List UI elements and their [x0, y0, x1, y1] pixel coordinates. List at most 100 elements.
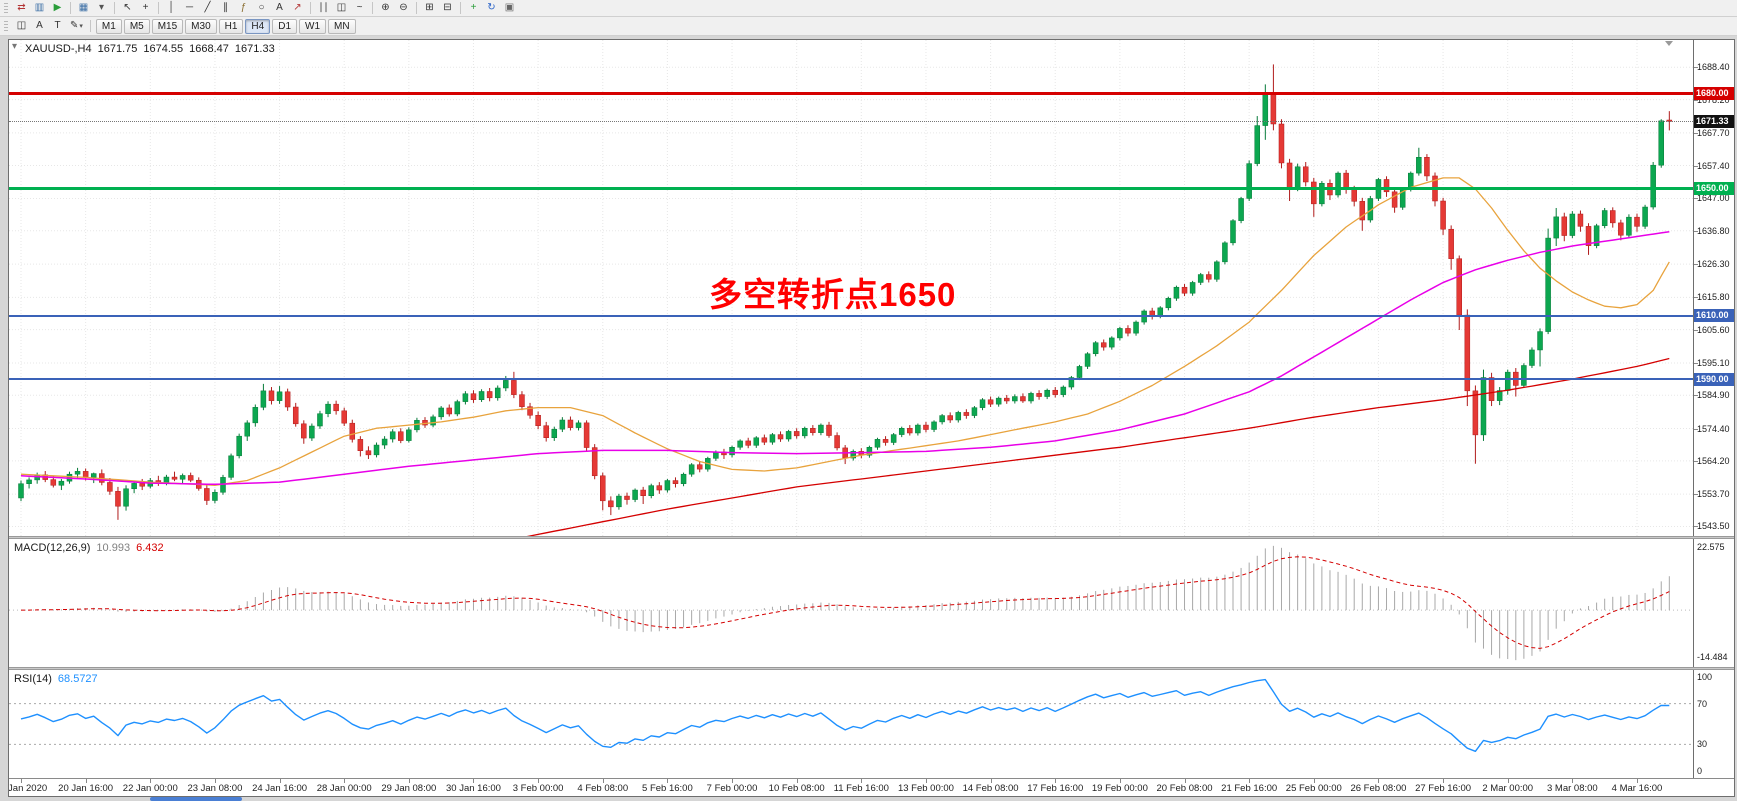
shapes-icon[interactable]: ○ — [253, 1, 270, 15]
price-axis[interactable]: 1688.401678.201667.701657.401647.001636.… — [1694, 40, 1734, 536]
arrow-marker-icon[interactable]: ↗ — [289, 1, 306, 15]
templates-icon[interactable]: ▣ — [501, 1, 518, 15]
candle — [301, 420, 307, 444]
zoom-in-icon[interactable]: ⊕ — [377, 1, 394, 15]
candle — [1125, 325, 1131, 337]
new-order-icon[interactable]: ⇄ — [13, 1, 30, 15]
annotation-text[interactable]: 多空转折点1650 — [709, 276, 957, 313]
horizontal-line-1650.00[interactable] — [9, 187, 1693, 191]
text-annotation-button[interactable]: A — [31, 19, 48, 33]
candle — [1456, 255, 1462, 330]
timeframe-h4[interactable]: H4 — [245, 18, 271, 34]
panel-separator[interactable] — [9, 536, 1734, 539]
candle — [745, 437, 751, 449]
one-click-trading-toggle[interactable]: ▾ — [12, 41, 18, 52]
cascade-windows-icon[interactable]: ⊟ — [439, 1, 456, 15]
toolbar-grip[interactable] — [4, 2, 8, 14]
macd-plot[interactable]: MACD(12,26,9) 10.993 6.432 — [9, 539, 1694, 667]
zoom-out-icon[interactable]: ⊖ — [395, 1, 412, 15]
candlestick-chart-icon[interactable]: ◫ — [333, 1, 350, 15]
candle — [422, 417, 428, 428]
price-axis-label: 1688.40 — [1697, 62, 1730, 73]
close-value: 1671.33 — [234, 43, 275, 55]
timeframe-d1[interactable]: D1 — [272, 18, 298, 34]
cursor-icon[interactable]: ↖ — [119, 1, 136, 15]
time-axis-label: 25 Feb 00:00 — [1285, 783, 1342, 794]
timeframe-h1[interactable]: H1 — [218, 18, 244, 34]
timeframe-m1[interactable]: M1 — [95, 18, 122, 34]
timeframe-m30[interactable]: M30 — [185, 18, 217, 34]
candle — [284, 388, 291, 411]
fibonacci-icon[interactable]: ƒ — [235, 1, 252, 15]
rsi-axis-label: 0 — [1697, 766, 1703, 776]
timeframe-m5[interactable]: M5 — [123, 18, 150, 34]
drawing-tools-dropdown[interactable]: ✎ ▾ — [67, 19, 86, 33]
candle — [1577, 210, 1584, 232]
chart-mode-icon[interactable]: ◫ — [13, 19, 30, 33]
candle — [1230, 219, 1236, 246]
candle — [244, 420, 250, 441]
chart-shift-marker[interactable] — [1665, 41, 1674, 46]
refresh-icon[interactable]: ↻ — [483, 1, 500, 15]
horizontal-line-1610.00[interactable] — [9, 314, 1693, 317]
main-toolbar: ⇄ ▥ ▶ ▦ ▾ ↖ + │ ─ ╱ ∥ ƒ ○ A ↗ ∣∣ ◫ ~ ⊕ ⊖ ⊞ ⊟ + ↻ ▣ — [0, 0, 1737, 17]
candle — [398, 428, 404, 444]
timeframe-w1[interactable]: W1 — [299, 18, 327, 34]
candle — [955, 410, 962, 423]
horizontal-line-1680.00[interactable] — [9, 92, 1693, 96]
indicators-icon[interactable]: + — [465, 1, 482, 15]
candle — [591, 444, 598, 480]
candle — [1206, 271, 1212, 283]
candle — [600, 472, 606, 511]
new-chart-icon[interactable]: ▦ — [75, 1, 92, 15]
toolbar-grip-2[interactable] — [4, 20, 8, 32]
timeframe-m15[interactable]: M15 — [151, 18, 184, 34]
trendline-icon[interactable]: ╱ — [199, 1, 216, 15]
macd-signal-value: 6.432 — [136, 542, 164, 554]
horizontal-line-1590.00[interactable] — [9, 378, 1693, 381]
profiles-icon[interactable]: ▾ — [93, 1, 110, 15]
scrollbar-thumb[interactable] — [150, 797, 242, 801]
horizontal-line-icon[interactable]: ─ — [181, 1, 198, 15]
tile-windows-icon[interactable]: ⊞ — [421, 1, 438, 15]
candle — [519, 391, 525, 411]
candle — [18, 480, 24, 502]
price-axis-label: 1605.60 — [1697, 324, 1730, 335]
text-tool-button[interactable]: T — [49, 19, 66, 33]
crosshair-icon[interactable]: + — [137, 1, 154, 15]
candle — [1448, 225, 1454, 270]
candle — [309, 423, 315, 441]
rsi-axis[interactable]: 100 70 30 0 — [1694, 670, 1734, 778]
price-chart-plot[interactable]: ▾ XAUUSD-,H4 1671.75 1674.55 1668.47 1671.33… — [9, 40, 1694, 536]
timeframe-mn[interactable]: MN — [328, 18, 356, 34]
candle — [179, 473, 186, 484]
time-axis-label: 22 Jan 00:00 — [122, 783, 178, 794]
vertical-line-icon[interactable]: │ — [163, 1, 180, 15]
text-label-icon[interactable]: A — [271, 1, 288, 15]
time-axis-label: 19 Feb 00:00 — [1091, 783, 1148, 794]
candle — [672, 477, 679, 488]
candle — [785, 429, 792, 442]
candle — [890, 432, 897, 446]
chevron-down-icon: ▾ — [79, 22, 83, 30]
macd-axis[interactable]: 22.575 -14.484 — [1694, 539, 1734, 667]
candle — [761, 434, 768, 446]
chart-window-icon[interactable]: ▥ — [31, 1, 48, 15]
rsi-plot[interactable]: RSI(14) 68.5727 — [9, 670, 1694, 778]
candle — [1181, 284, 1188, 297]
candle — [696, 461, 703, 473]
high-value: 1674.55 — [143, 43, 184, 55]
price-axis-label: 1553.70 — [1697, 489, 1730, 500]
line-chart-icon[interactable]: ~ — [351, 1, 368, 15]
horizontal-scrollbar[interactable] — [8, 797, 1733, 801]
bar-chart-icon[interactable]: ∣∣ — [315, 1, 332, 15]
channel-icon[interactable]: ∥ — [217, 1, 234, 15]
autotrading-icon[interactable]: ▶ — [49, 1, 66, 15]
time-axis-label: 5 Feb 16:00 — [642, 783, 693, 794]
candle — [381, 436, 388, 449]
time-axis[interactable]: 17 Jan 2020 20 Jan 16:00 22 Jan 00:00 23 Ja… — [9, 778, 1734, 796]
panel-separator[interactable] — [9, 667, 1734, 670]
price-axis-label: 1584.90 — [1697, 390, 1730, 401]
price-axis-label: 1626.30 — [1697, 259, 1730, 270]
candle — [1100, 339, 1107, 351]
